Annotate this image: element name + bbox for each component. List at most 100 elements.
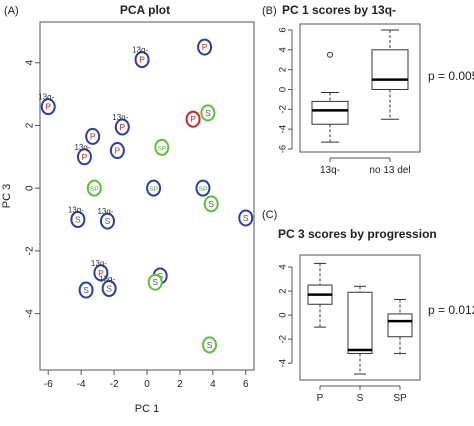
pc1-x-axis: 13q-no 13 del <box>320 157 411 176</box>
pca-point-label: P <box>115 146 121 156</box>
pca-point-label: SP <box>199 186 208 193</box>
pca-point-ring <box>101 279 117 297</box>
pc3-y-tick-label: 4 <box>278 264 289 269</box>
pc1-boxplot-panel: (B) PC 1 scores by 13q- -6 -4 -2 0 2 4 6 13q-n… <box>262 3 474 176</box>
pc1-box <box>371 29 409 120</box>
pc3-box-iqr <box>387 313 413 338</box>
pc1-y-tick-label: 6 <box>278 27 289 32</box>
pc1-category-label: 13q- <box>320 165 340 176</box>
pc3-y-tick-label: 0 <box>278 312 289 317</box>
pca-point-label: SP <box>149 186 158 193</box>
pca-point: P <box>85 127 101 145</box>
pc3-y-tick-label: -2 <box>278 335 289 343</box>
pc3-boxplot-panel: (C) PC 3 scores by progression -4 -2 0 2 4 P… <box>262 209 474 404</box>
panel-label-a: (A) <box>4 5 19 17</box>
pca-point-ring <box>200 104 216 122</box>
pca-point-label: S <box>208 199 214 209</box>
pca-point-ring <box>76 148 92 166</box>
pca-y-axis-label: PC 3 <box>1 184 13 208</box>
pca-point-label: S <box>243 213 249 223</box>
pca-point-ring <box>40 98 56 116</box>
pca-point-label: S <box>83 285 89 295</box>
pca-point: S <box>203 195 219 213</box>
pca-x-tick-label: 6 <box>243 379 249 390</box>
pc3-box <box>387 298 413 355</box>
pc1-y-tick-label: 2 <box>278 67 289 72</box>
pca-point-ring <box>85 127 101 145</box>
pca-point: S <box>78 281 94 299</box>
pc1-y-axis: -6 -4 -2 0 2 4 6 <box>278 27 293 153</box>
pca-point-13q-tag: 13q- <box>112 113 128 122</box>
pca-plot-frame <box>39 21 255 371</box>
pca-point-ring <box>147 273 163 291</box>
pc1-box-iqr <box>371 49 409 90</box>
pca-point-label: S <box>75 215 81 225</box>
pca-point-ring <box>70 211 86 229</box>
pca-x-tick-label: -2 <box>110 379 119 390</box>
pca-point-ring <box>93 264 109 282</box>
pca-point: P <box>197 38 213 56</box>
pc1-boxplot-title: PC 1 scores by 13q- <box>282 3 396 17</box>
pc1-box-iqr <box>311 100 349 125</box>
pca-point: P <box>109 142 125 160</box>
pca-point-label: P <box>98 268 104 278</box>
pca-point-label: P <box>190 114 196 124</box>
pca-point-13q-tag: 13q- <box>132 46 148 55</box>
pca-point-label: S <box>152 277 158 287</box>
pca-x-axis-label: PC 1 <box>135 403 159 415</box>
pc3-category-label: SP <box>393 393 407 404</box>
pca-point: P <box>185 110 201 128</box>
pca-point: S <box>202 336 218 354</box>
pc3-boxes <box>307 262 413 375</box>
pca-y-tick-label: 0 <box>25 185 36 191</box>
pca-point-label: S <box>157 271 163 281</box>
pca-y-tick-label: 4 <box>25 60 36 66</box>
pca-point-ring <box>78 281 94 299</box>
pca-y-tick-label: 2 <box>25 122 36 128</box>
pc1-y-tick-label: 0 <box>278 87 289 92</box>
pc3-boxplot-frame <box>299 254 421 381</box>
pca-point-label: S <box>205 108 211 118</box>
pc3-x-axis: P S SP <box>317 385 407 404</box>
panel-label-c: (C) <box>262 209 277 221</box>
pca-x-tick-label: -6 <box>44 379 53 390</box>
pca-point-label: P <box>82 152 88 162</box>
pc3-y-tick-label: 2 <box>278 288 289 293</box>
pc3-box <box>307 262 333 328</box>
pca-point-ring <box>99 212 115 230</box>
pca-point-label: P <box>139 55 145 65</box>
pca-point-label: P <box>119 122 125 132</box>
pca-point-label: S <box>105 216 111 226</box>
pca-y-tick-label: -4 <box>25 309 36 318</box>
pca-point-13q-tag: 13q- <box>99 274 115 283</box>
pc1-y-tick-label: -6 <box>278 145 289 153</box>
pca-point-ring <box>238 209 254 227</box>
panel-label-b: (B) <box>262 5 277 17</box>
pca-y-tick-label: -2 <box>25 246 36 255</box>
pca-x-axis: -6 -4 -2 0 2 4 6 <box>44 370 249 390</box>
pca-point-label: S <box>106 283 112 293</box>
pca-point-ring <box>202 336 218 354</box>
pca-point-label: P <box>202 42 208 52</box>
pca-y-axis: -4 -2 0 2 4 <box>25 60 40 318</box>
pc3-box <box>347 285 373 375</box>
pca-point-label: P <box>90 131 96 141</box>
pca-point-ring <box>86 179 102 197</box>
pca-point-ring <box>146 179 162 197</box>
pca-point-ring <box>134 51 150 69</box>
pca-point-label: P <box>45 102 51 112</box>
pc1-boxplot-frame <box>299 23 421 153</box>
pca-x-tick-label: 2 <box>177 379 183 390</box>
pca-point-ring <box>197 38 213 56</box>
pca-point: S <box>238 209 254 227</box>
pc3-y-tick-label: -4 <box>278 359 289 367</box>
pca-point-13q-tag: 13q- <box>38 93 54 102</box>
